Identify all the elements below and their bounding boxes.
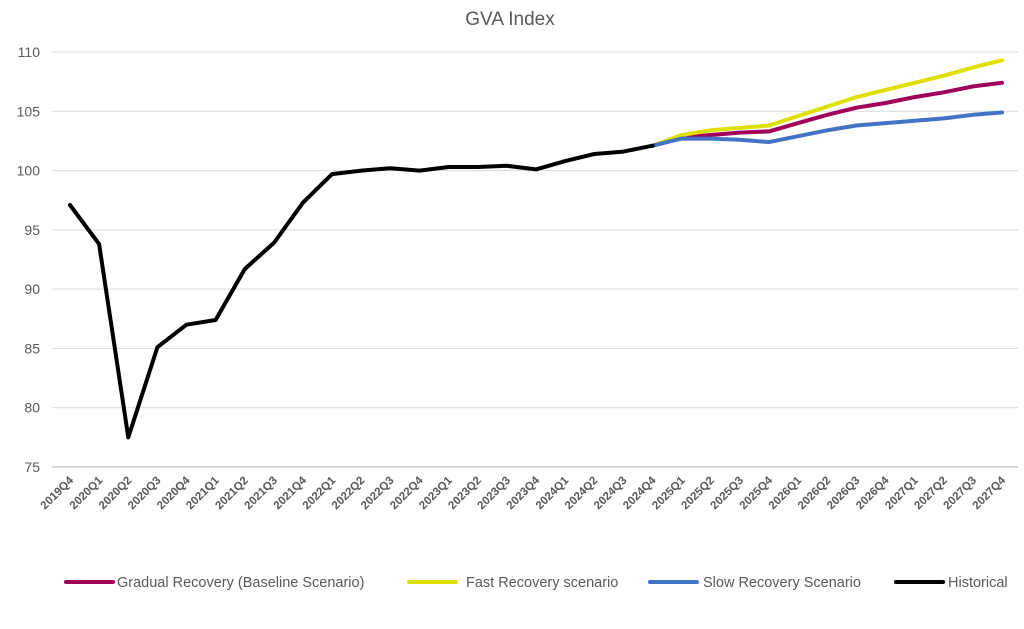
x-tick-label: 2027Q4 [971,474,1009,512]
legend-label: Slow Recovery Scenario [703,575,861,591]
y-tick-label: 105 [17,103,41,119]
x-axis-ticks: 2019Q42020Q12020Q22020Q32020Q42021Q12021… [39,474,1009,512]
y-tick-label: 100 [17,163,41,179]
series-line-0 [650,80,1004,148]
y-tick-label: 95 [24,222,40,238]
legend: Gradual Recovery (Baseline Scenario) Fast… [64,575,1008,591]
series-line-1 [650,58,1004,148]
legend-label: Historical [948,575,1008,591]
y-tick-label: 110 [18,44,41,60]
y-axis-ticks: 75 80 85 90 95 100 105 110 [17,44,41,475]
y-tick-label: 75 [24,459,40,475]
y-tick-label: 90 [24,281,40,297]
series-line-3 [68,143,655,440]
y-tick-label: 85 [24,340,40,356]
legend-label: Fast Recovery scenario [466,575,618,591]
y-tick-label: 80 [24,400,40,416]
chart-title: GVA Index [465,9,555,30]
series-lines [68,58,1004,440]
legend-label: Gradual Recovery (Baseline Scenario) [117,575,364,591]
series-line-2 [650,110,1004,148]
